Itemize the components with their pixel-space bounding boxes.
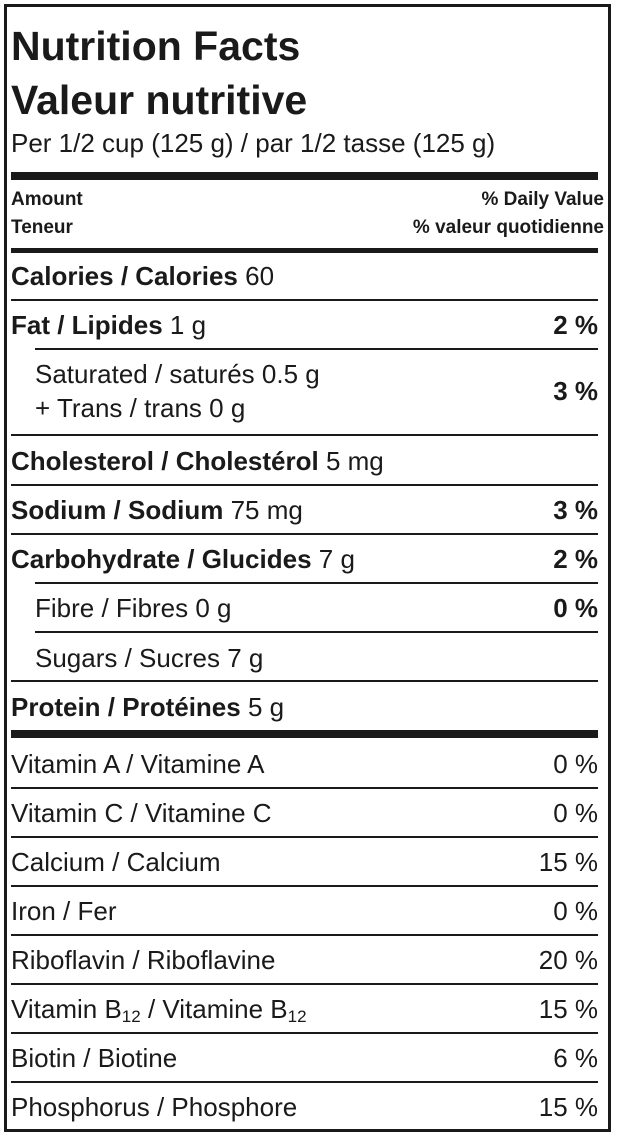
carbohydrate-daily-value: 2 %	[553, 544, 598, 574]
serving-size: Per 1/2 cup (125 g) / par 1/2 tasse (125…	[11, 128, 496, 158]
row-divider	[11, 680, 598, 682]
vitamin-b12-label-fr: Vitamine B	[162, 994, 288, 1024]
cholesterol-label: Cholesterol / Cholestérol	[11, 446, 319, 476]
iron-label: Iron / Fer	[11, 896, 117, 926]
row-divider	[11, 299, 598, 301]
amount-header-fr: Teneur	[11, 217, 73, 238]
nutrition-facts-table	[4, 4, 611, 1132]
riboflavin-label: Riboflavin / Riboflavine	[11, 945, 276, 975]
vitamin-b12-subscript-en: 12	[121, 1007, 141, 1026]
row-divider	[11, 434, 598, 436]
vitamin-c-daily-value: 0 %	[553, 798, 598, 828]
sodium-amount: 75 mg	[230, 495, 303, 525]
medium-divider	[11, 248, 598, 253]
row-divider	[11, 885, 598, 887]
sodium-daily-value: 3 %	[553, 495, 598, 525]
cholesterol-amount: 5 mg	[325, 446, 384, 476]
protein-amount: 5 g	[247, 692, 285, 722]
row-divider	[11, 934, 598, 936]
fibre-label: Fibre / Fibres 0 g	[35, 593, 232, 623]
iron-daily-value: 0 %	[553, 896, 598, 926]
vitamin-b12-separator: /	[140, 994, 163, 1024]
vitamin-a-daily-value: 0 %	[553, 749, 598, 779]
row-divider	[11, 787, 598, 789]
row-divider	[35, 582, 598, 584]
sodium-label: Sodium / Sodium	[11, 495, 224, 525]
fat-label: Fat / Lipides	[11, 310, 163, 340]
row-divider	[11, 1032, 598, 1034]
calories-value: 60	[245, 261, 275, 291]
daily-value-header-fr: % valeur quotidienne	[412, 217, 604, 238]
thick-divider	[11, 172, 598, 180]
carbohydrate-label: Carbohydrate / Glucides	[11, 544, 312, 574]
fat-amount: 1 g	[169, 310, 207, 340]
row-divider	[11, 484, 598, 486]
vitamin-a-label: Vitamin A / Vitamine A	[11, 749, 265, 779]
sugars-label: Sugars / Sucres 7 g	[35, 643, 264, 673]
amount-header: Amount	[11, 189, 83, 210]
row-divider	[35, 631, 598, 633]
calcium-daily-value: 15 %	[538, 847, 598, 877]
title-english: Nutrition Facts	[11, 23, 301, 69]
carbohydrate-amount: 7 g	[318, 544, 355, 574]
saturated-trans-row: Saturated / saturés 0.5 g + Trans / tran…	[11, 359, 598, 423]
row-divider	[11, 836, 598, 838]
vitamin-b12-daily-value: 15 %	[538, 994, 598, 1024]
row-divider	[11, 983, 598, 985]
vitamin-b12-label-en: Vitamin B	[11, 994, 122, 1024]
biotin-daily-value: 6 %	[553, 1043, 598, 1073]
calories-label: Calories / Calories	[11, 261, 238, 291]
thick-divider	[11, 730, 598, 738]
fat-daily-value: 2 %	[553, 310, 598, 340]
daily-value-header: % Daily Value	[481, 189, 604, 210]
row-divider	[35, 348, 598, 350]
calcium-label: Calcium / Calcium	[11, 847, 221, 877]
row-divider	[11, 1081, 598, 1083]
protein-label: Protein / Protéines	[11, 692, 241, 722]
phosphorus-daily-value: 15 %	[538, 1092, 598, 1122]
trans-line: + Trans / trans 0 g	[35, 393, 246, 423]
phosphorus-label: Phosphorus / Phosphore	[11, 1092, 298, 1122]
saturated-line: Saturated / saturés 0.5 g	[35, 359, 320, 389]
saturated-trans-daily-value: 3 %	[553, 376, 598, 406]
biotin-label: Biotin / Biotine	[11, 1043, 178, 1073]
riboflavin-daily-value: 20 %	[538, 945, 598, 975]
fibre-daily-value: 0 %	[553, 593, 598, 623]
title-french: Valeur nutritive	[11, 77, 308, 123]
row-divider	[11, 533, 598, 535]
vitamin-b12-subscript-fr: 12	[287, 1007, 307, 1026]
vitamin-c-label: Vitamin C / Vitamine C	[11, 798, 272, 828]
